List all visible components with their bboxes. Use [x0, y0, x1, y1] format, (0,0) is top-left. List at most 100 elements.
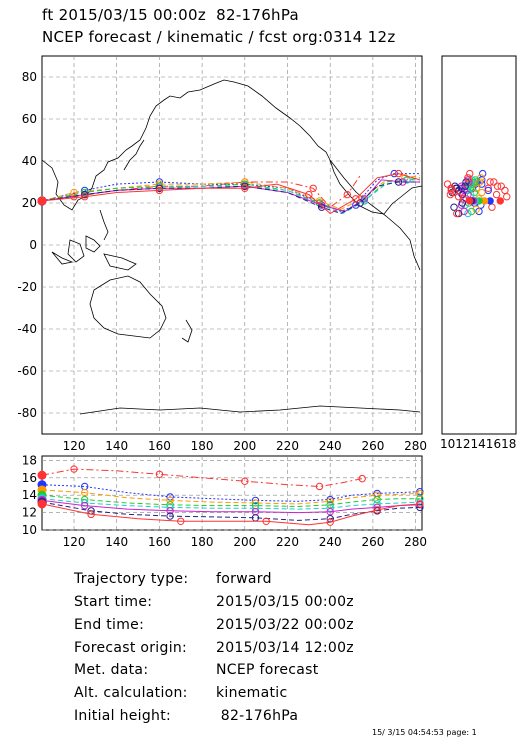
y-tick-label: 10 — [22, 523, 37, 537]
side-marker — [459, 195, 467, 203]
info-row: Met. data: NCEP forecast — [74, 661, 319, 679]
chart-title-line1: ft 2015/03/15 00:00z 82-176hPa — [42, 6, 300, 24]
side-markers — [443, 169, 511, 218]
trajectory-marker — [70, 465, 78, 473]
side-panel: 1012141618 — [440, 55, 517, 451]
x-tick-label: 260 — [361, 439, 384, 453]
side-marker — [484, 186, 492, 195]
info-row: Start time: 2015/03/15 00:00z — [74, 593, 354, 611]
start-marker — [37, 196, 47, 206]
x-tick-label: 120 — [63, 439, 86, 453]
trajectory-marker — [177, 517, 185, 525]
trajectory-marker — [343, 190, 351, 199]
trajectory-marker — [166, 512, 174, 520]
side-marker — [466, 197, 474, 205]
trajectory-marker — [356, 199, 364, 207]
side-marker — [470, 188, 479, 197]
coastlines — [41, 79, 423, 415]
side-marker — [466, 169, 474, 178]
x-tick-label: 220 — [276, 439, 299, 453]
info-row: Forecast origin: 2015/03/14 12:00z — [74, 639, 354, 657]
x-tick-label: 200 — [233, 535, 256, 549]
info-label: Forecast origin: — [74, 640, 188, 656]
side-marker — [496, 197, 504, 205]
trajectory-marker — [80, 190, 89, 199]
trajectory-marker — [305, 190, 313, 199]
x-tick-label: 140 — [105, 535, 128, 549]
side-marker — [478, 188, 486, 197]
trajectory-line — [41, 181, 420, 215]
info-row: Alt. calculation: kinematic — [74, 684, 287, 702]
trajectory-marker — [360, 195, 369, 203]
side-marker — [446, 190, 455, 199]
height-y-tick-labels: 10 12 14 16 18 — [22, 453, 37, 537]
trajectory-marker — [394, 169, 403, 178]
info-label: Initial height: — [74, 708, 172, 724]
side-marker — [464, 174, 472, 182]
trajectory-marker — [315, 482, 324, 491]
y-tick-label: -60 — [17, 364, 37, 378]
trajectory-marker — [80, 193, 89, 201]
y-tick-label: 12 — [22, 506, 37, 520]
info-value: kinematic — [216, 685, 288, 701]
trajectory-marker — [166, 507, 174, 515]
info-label: Alt. calculation: — [74, 685, 188, 701]
height-panel: 120 140 160 180 200 220 240 260 280 10 12 14 16 18 — [22, 453, 427, 549]
info-label: Start time: — [74, 594, 153, 610]
side-x-tick-labels: 1012141618 — [440, 437, 516, 451]
x-tick-label: 280 — [404, 535, 427, 549]
info-value: NCEP forecast — [216, 662, 319, 678]
trajectory-marker — [87, 510, 95, 519]
trajectory-marker — [80, 501, 89, 510]
trajectory-marker — [352, 195, 360, 203]
y-tick-label: -20 — [17, 280, 37, 294]
trajectory-marker — [403, 176, 411, 184]
y-tick-label: -80 — [17, 406, 37, 420]
map-x-tick-labels: 120 140 160 180 200 220 240 260 280 — [63, 439, 427, 453]
x-tick-label: 160 — [148, 439, 171, 453]
map-trajectories — [37, 169, 421, 215]
x-tick-label: 240 — [319, 439, 342, 453]
info-value: 2015/03/14 12:00z — [216, 640, 354, 656]
trajectory-line — [41, 468, 363, 488]
y-tick-label: 80 — [22, 70, 37, 84]
y-tick-label: -40 — [17, 322, 37, 336]
info-value: 82-176hPa — [216, 708, 299, 724]
trajectory-marker — [416, 489, 424, 498]
trajectory-marker — [317, 203, 326, 211]
trajectory-marker — [394, 178, 403, 186]
map-grid — [42, 56, 422, 434]
side-marker — [490, 178, 498, 186]
info-row: Initial height: 82-176hPa — [74, 707, 298, 725]
x-tick-label: 200 — [233, 439, 256, 453]
trajectory-marker — [309, 184, 317, 193]
trajectory-marker — [373, 491, 381, 499]
side-marker — [465, 178, 473, 186]
side-marker — [471, 176, 479, 184]
trajectory-marker — [251, 496, 260, 505]
x-tick-label: 180 — [191, 439, 214, 453]
info-row: Trajectory type: forward — [74, 570, 272, 588]
y-tick-label: 18 — [22, 453, 37, 467]
side-marker — [467, 207, 476, 216]
side-frame — [441, 55, 517, 435]
side-marker — [493, 182, 502, 190]
side-marker — [450, 203, 458, 211]
side-marker — [453, 209, 461, 218]
trajectory-marker — [317, 201, 326, 209]
start-marker — [37, 499, 47, 509]
trajectory-marker — [155, 470, 164, 478]
trajectory-marker — [241, 182, 249, 190]
map-panel: 120 140 160 180 200 220 240 260 280 -80-60-40-20… — [17, 55, 427, 453]
info-row: End time: 2015/03/22 00:00z — [74, 616, 354, 634]
side-marker — [479, 169, 487, 178]
side-marker — [447, 186, 455, 195]
y-tick-label: 16 — [22, 471, 37, 485]
trajectory-marker — [401, 174, 409, 182]
info-label: End time: — [74, 617, 145, 633]
trajectory-marker — [80, 188, 89, 197]
trajectory-marker — [241, 184, 249, 193]
info-value: 2015/03/22 00:00z — [216, 617, 354, 633]
trajectory-marker — [241, 180, 249, 188]
